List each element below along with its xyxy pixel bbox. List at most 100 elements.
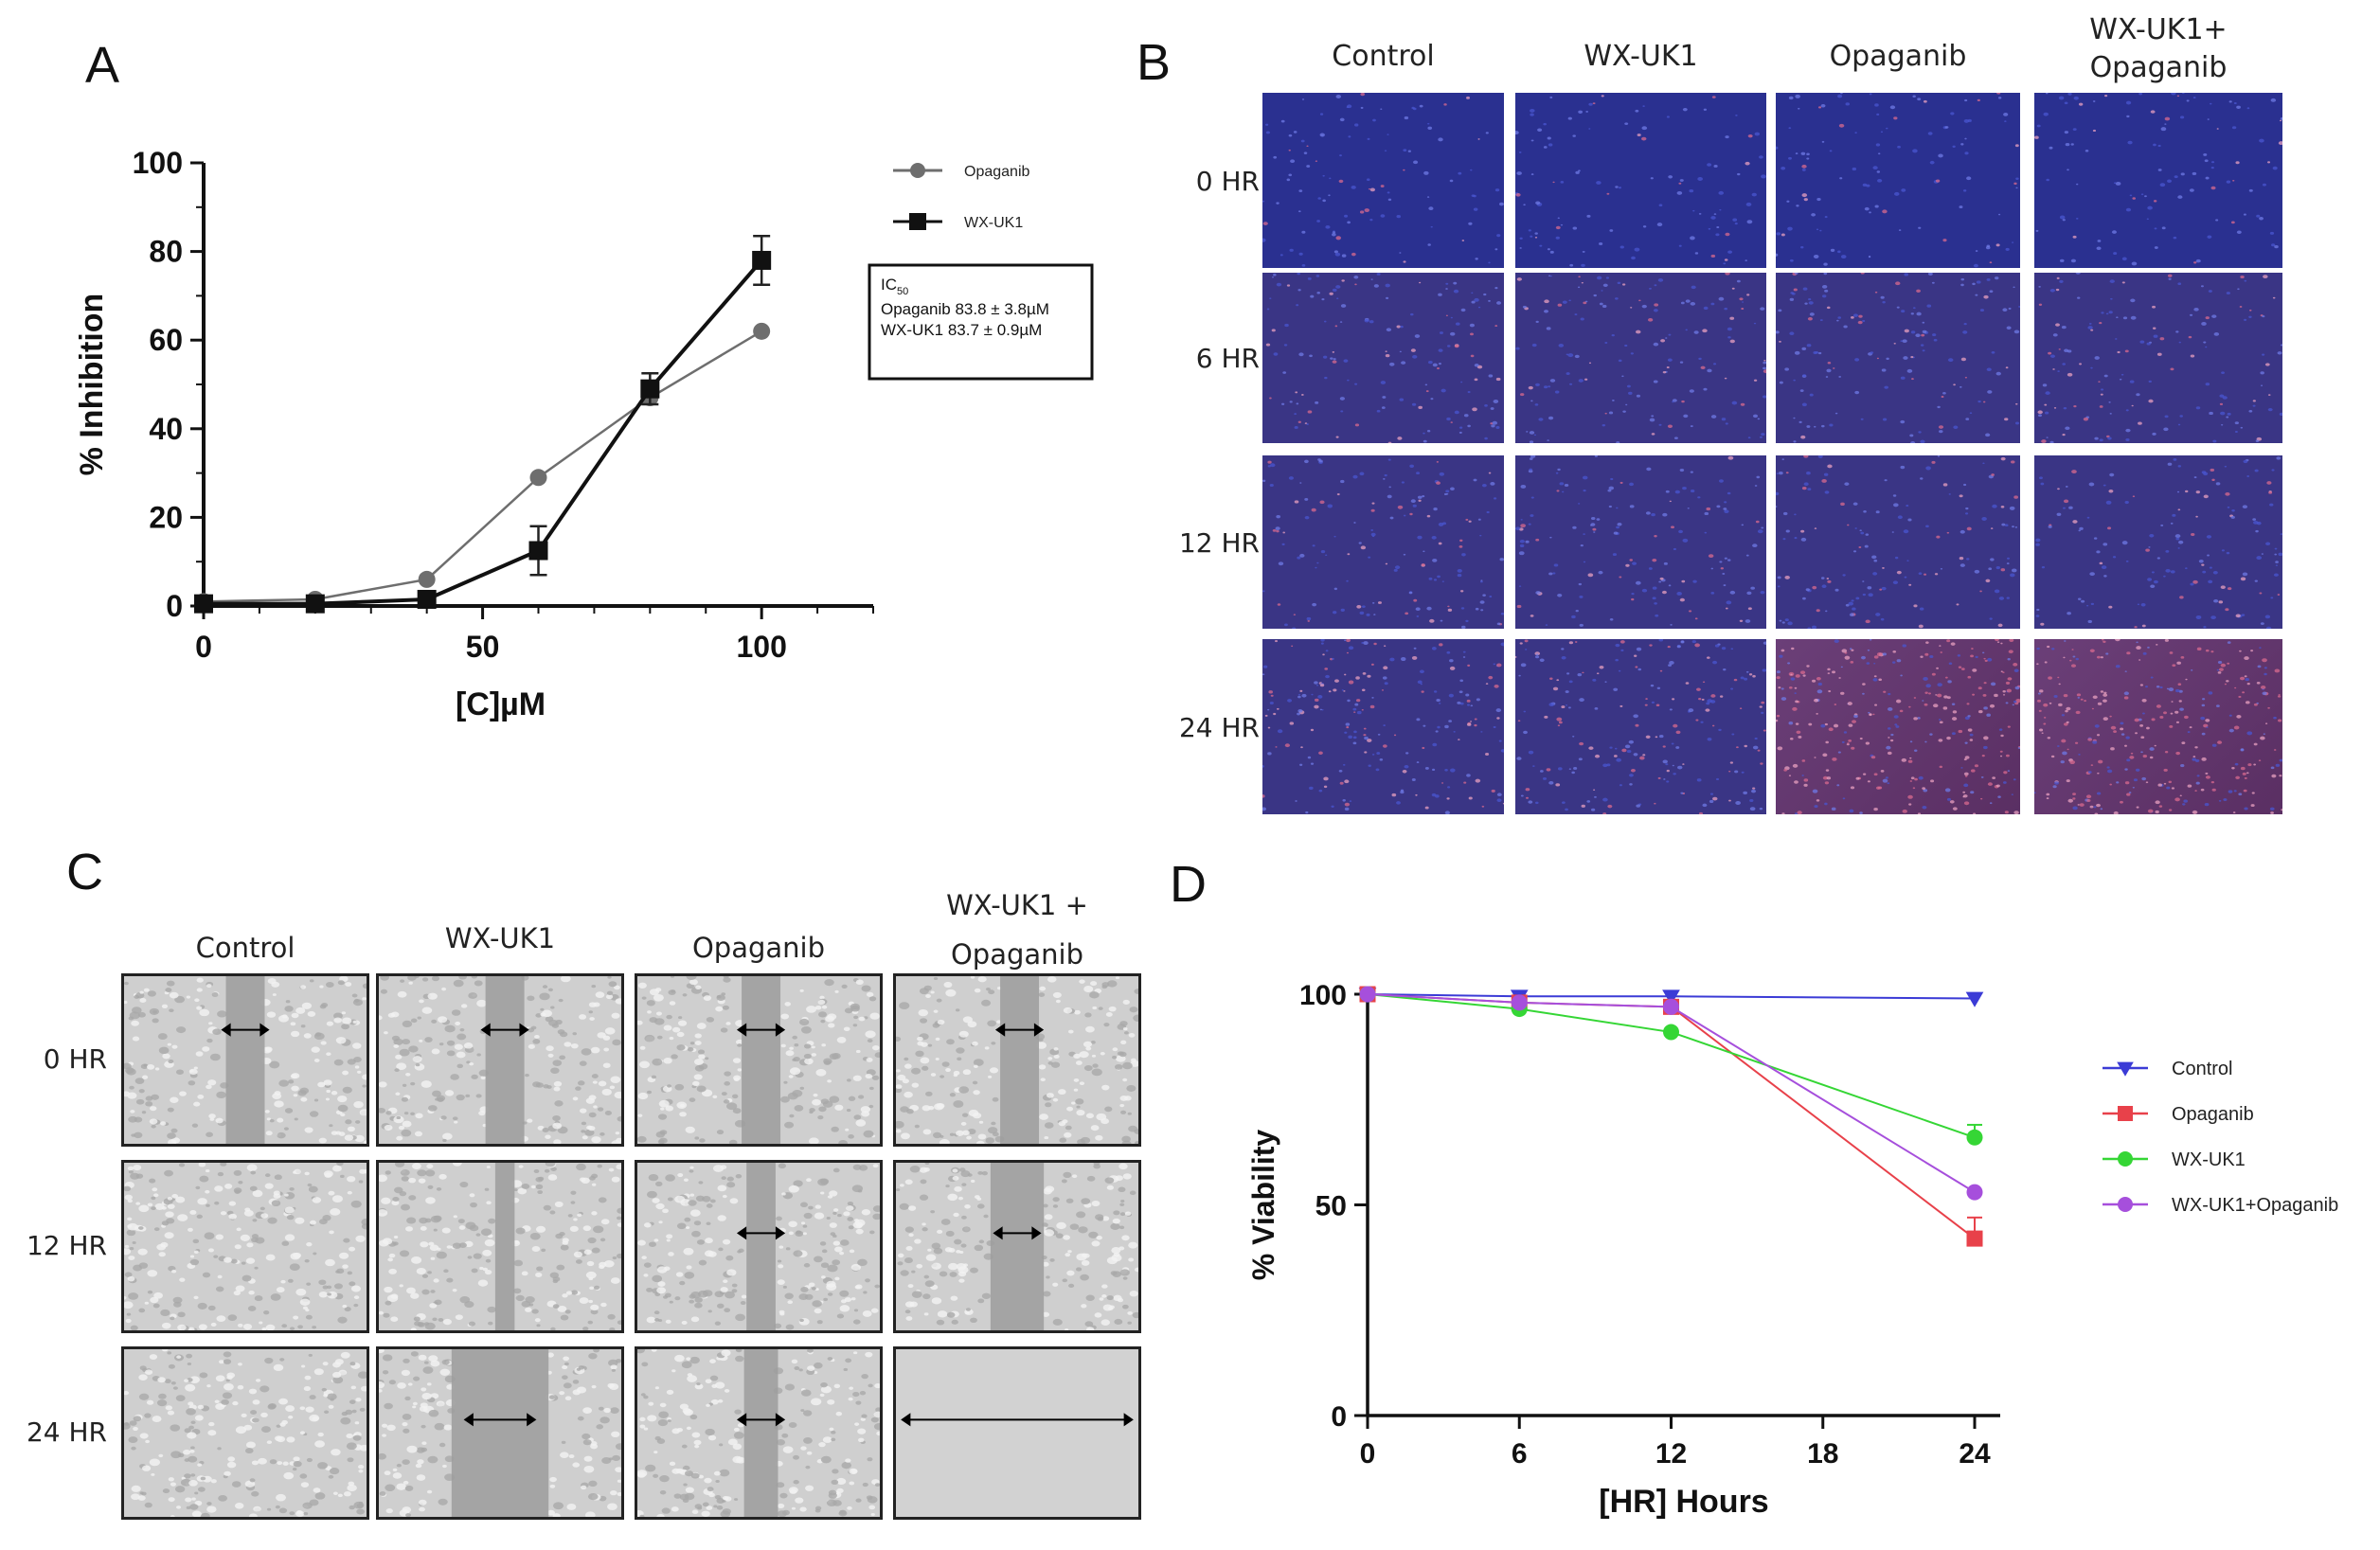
panel-c-row-label: 12 HR [26,1229,107,1261]
a-data-point [528,541,548,561]
a-x-tick-label: 0 [195,630,212,664]
d-x-tick-label: 6 [1512,1438,1528,1470]
panel-c-column-title: Opaganib [691,932,826,964]
d-legend-label: WX-UK1 [2172,1149,2246,1170]
panel-c-column-title: Control [195,932,295,964]
fluorescence-image [2034,639,2282,814]
d-series-line [1367,993,1976,1194]
a-data-point [194,594,213,614]
d-data-point [1966,1129,1983,1146]
a-data-point [305,594,325,614]
fluorescence-image [1515,639,1766,814]
a-data-point [752,250,772,270]
fluorescence-image [1776,639,2020,814]
a-y-tick-label: 40 [149,412,183,446]
d-legend-marker [2118,1106,2133,1121]
scratch-assay-image [893,1346,1141,1520]
scratch-assay-image [893,1160,1141,1333]
panel-b-letter: B [1136,34,1172,91]
d-y-axis-label: % Viability [1246,1130,1280,1281]
d-data-point [1662,989,1680,1006]
d-legend-marker [2117,1061,2134,1077]
d-data-point [1965,991,1984,1007]
fluorescence-image [2034,455,2282,629]
panel-b-row-label: 0 HR [1195,165,1260,197]
a-y-tick-label: 0 [166,589,183,623]
d-legend-marker [2118,1197,2133,1212]
d-data-point [1966,1230,1983,1247]
d-legend-label: Opaganib [2172,1104,2254,1125]
d-legend-label: Control [2172,1059,2232,1079]
fluorescence-image [1776,273,2020,443]
ic50-annotation-box [868,263,1094,381]
d-data-point [1359,986,1376,1003]
fluorescence-image [1515,93,1766,268]
d-x-tick-label: 12 [1655,1438,1687,1470]
scratch-assay-image [376,1346,624,1520]
a-data-point [640,379,660,399]
fluorescence-image [1262,455,1504,629]
a-data-point [753,322,771,340]
panel-b-row-label: 24 HR [1178,711,1260,743]
panel-c-row-label: 24 HR [26,1416,107,1448]
d-x-tick-label: 0 [1360,1438,1376,1470]
panel-b-row-label: 12 HR [1178,526,1260,559]
d-y-tick-label: 100 [1299,980,1347,1011]
d-data-point [1511,994,1528,1011]
fluorescence-image [2034,93,2282,268]
a-legend-label: WX-UK1 [964,215,1023,231]
a-data-point [418,570,436,588]
panel-c-column-title: WX-UK1 [444,922,556,954]
d-x-tick-label: 24 [1959,1438,1991,1470]
d-series-line [1367,993,1976,1139]
d-data-point [1966,1184,1983,1201]
a-series-line [204,258,763,606]
fluorescence-image [1776,455,2020,629]
scratch-assay-image [121,973,369,1147]
d-x-tick-label: 18 [1807,1438,1838,1470]
panel-c-letter: C [66,844,103,900]
fluorescence-image [1776,93,2020,268]
a-y-axis-label: % Inhibition [74,294,110,476]
fluorescence-image [1515,273,1766,443]
panel-b-column-title: Opaganib [1829,40,1967,73]
scratch-assay-image [893,973,1141,1147]
d-y-tick-label: 50 [1315,1191,1347,1222]
panel-b-row-label: 6 HR [1195,343,1260,374]
fluorescence-image [1262,93,1504,268]
scratch-assay-image [635,1346,883,1520]
a-y-tick-label: 100 [133,146,183,180]
a-y-tick-label: 60 [149,323,183,357]
a-y-tick-label: 20 [149,500,183,534]
d-legend-marker [2118,1151,2133,1167]
scratch-assay-image [121,1346,369,1520]
panel-a-letter: A [85,37,120,94]
ic50-opaganib: Opaganib 83.8 ± 3.8µM [881,300,1049,318]
scratch-assay-image [121,1160,369,1333]
fluorescence-image [1262,273,1504,443]
a-legend-marker [909,213,926,230]
fluorescence-image [2034,273,2282,443]
panel-d-letter: D [1170,856,1207,913]
fluorescence-image [1262,639,1504,814]
a-x-tick-label: 100 [736,630,786,664]
a-series-line [203,330,762,603]
a-legend-marker [910,163,925,178]
panel-b-column-title: WX-UK1+ Opaganib [2089,13,2228,84]
ic50-label: IC50 [881,276,908,297]
fluorescence-image [1515,455,1766,629]
a-data-point [417,589,437,609]
scratch-assay-image [376,1160,624,1333]
a-y-tick-label: 80 [149,235,183,269]
d-x-axis-label: [HR] Hours [1599,1484,1768,1520]
a-data-point [529,469,547,487]
scratch-assay-image [376,973,624,1147]
a-x-axis-label: [C]µM [456,686,546,722]
panel-b-column-title: WX-UK1 [1584,40,1698,73]
panel-c-column-title: WX-UK1 + Opaganib [946,889,1088,971]
a-legend-label: Opaganib [964,164,1029,180]
scratch-assay-image [635,1160,883,1333]
panel-b-column-title: Control [1332,40,1435,73]
